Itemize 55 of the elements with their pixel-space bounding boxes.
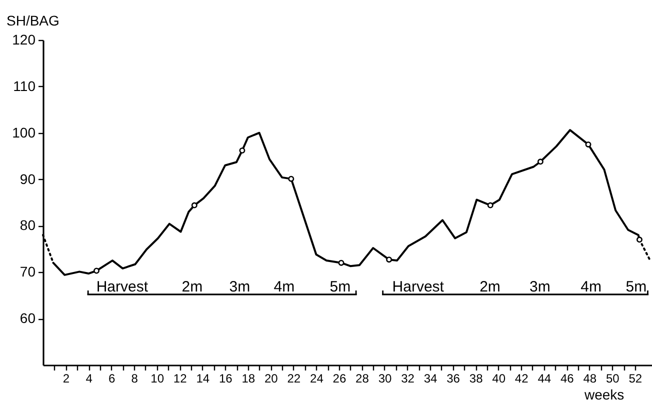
x-tick-label: 18 [242, 372, 256, 386]
point [585, 141, 592, 148]
x-tick-label: 16 [218, 372, 233, 386]
annotation: Harvest [392, 278, 445, 296]
x-tick-label: 22 [287, 372, 301, 386]
x-tick-label: 42 [514, 372, 529, 386]
point [487, 202, 494, 208]
x-tick-label: 38 [469, 372, 484, 386]
annotation: 2m [480, 278, 500, 296]
annotation: 4m [274, 278, 295, 296]
y-tick-label: 70 [20, 264, 36, 280]
annotation: 2m [182, 278, 203, 296]
x-tick-label: 10 [150, 372, 164, 386]
x-tick-label: 48 [583, 372, 597, 386]
point [239, 148, 246, 154]
x-tick-label: 40 [492, 372, 506, 386]
x-tick-label: 32 [401, 372, 415, 386]
annotation: 5m [626, 278, 647, 296]
y-tick-label: 90 [20, 170, 36, 187]
x-tick-label: 28 [356, 372, 370, 386]
x-tick-label: 8 [131, 372, 138, 386]
x-tick-label: 46 [560, 372, 574, 386]
point [94, 268, 100, 274]
x-tick-label: 6 [108, 372, 116, 386]
x-tick-label: 14 [196, 372, 210, 386]
x-tick-label: 2 [62, 372, 70, 386]
x-tick-label: 52 [628, 372, 642, 386]
x-tick-label: 44 [538, 372, 552, 386]
y-tick-label: 80 [20, 217, 36, 234]
annotation: 5m [330, 278, 351, 296]
y-tick-label: 100 [12, 124, 36, 140]
annotation: Harvest [96, 278, 149, 296]
y-axis-title: SH/BAG [6, 12, 60, 28]
x-tick-label: 24 [310, 372, 324, 386]
point [288, 176, 294, 182]
annotation: 3m [229, 278, 250, 296]
x-tick-label: 34 [424, 372, 438, 386]
x-tick-label: 50 [606, 372, 620, 386]
x-tick-label: 4 [86, 372, 93, 386]
x-tick-label: 30 [378, 372, 392, 386]
x-tick-label: 20 [264, 372, 278, 386]
x-axis-title: weeks [584, 386, 624, 402]
x-tick-label: 12 [173, 372, 188, 386]
x-tick-label: 26 [332, 372, 346, 386]
y-tick-label: 110 [13, 78, 36, 94]
annotation: 4m [580, 278, 602, 296]
point [636, 236, 642, 243]
point [386, 256, 392, 263]
point [191, 202, 198, 208]
annotation: 3m [530, 278, 550, 296]
point [338, 260, 344, 266]
point [537, 158, 544, 165]
x-tick-label: 36 [446, 372, 460, 386]
y-tick-label: 60 [20, 310, 36, 326]
y-tick-label: 120 [12, 32, 36, 48]
